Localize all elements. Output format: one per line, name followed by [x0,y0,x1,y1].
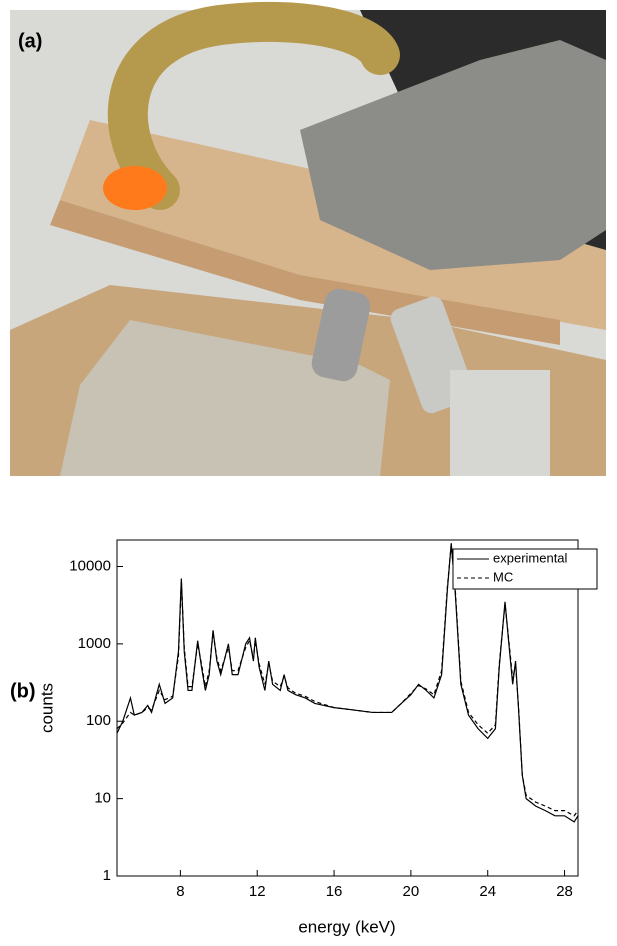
photo-tube [311,288,371,382]
y-tick-label: 1000 [78,635,111,652]
y-tick-label: 10 [94,790,111,807]
x-tick-label: 8 [176,883,184,900]
photo-meter [60,320,390,476]
panel-label: (a) [18,30,42,52]
photo-horn [107,1,400,210]
x-axis-label: energy (keV) [298,917,395,936]
photo-putty [103,166,167,210]
photo-head [300,40,606,270]
legend-label: experimental [493,550,568,565]
x-tick-label: 28 [556,883,573,900]
photo-box [450,370,550,476]
legend-label: MC [493,569,513,584]
legend-box [452,548,598,590]
y-tick-label: 1 [103,867,111,884]
y-tick-label: 10000 [69,557,111,574]
x-tick-label: 20 [403,883,420,900]
panel-label: (b) [10,680,36,702]
plot-frame [116,539,579,877]
x-tick-label: 16 [326,883,343,900]
photo [10,1,606,476]
y-tick-label: 100 [86,712,111,729]
x-tick-label: 24 [479,883,496,900]
x-tick-label: 12 [249,883,266,900]
y-axis-label: counts [37,683,56,733]
series-line [116,544,579,817]
